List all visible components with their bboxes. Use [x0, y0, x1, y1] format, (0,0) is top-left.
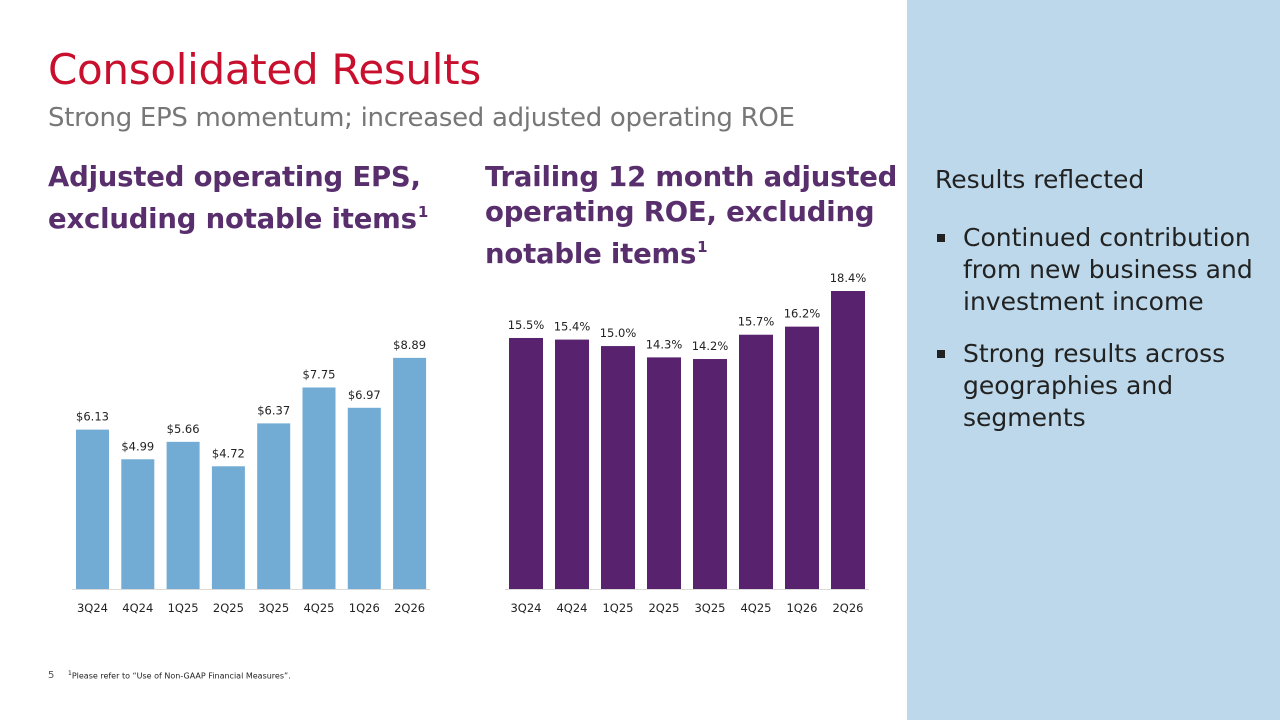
- data-label: $8.89: [393, 338, 426, 352]
- x-tick-label: 3Q24: [77, 601, 108, 615]
- data-label: $7.75: [303, 368, 336, 382]
- bullet-text: Continued contribution from new business…: [963, 223, 1253, 316]
- data-label: $6.37: [257, 403, 290, 417]
- x-tick-label: 4Q25: [303, 601, 334, 615]
- x-tick-label: 1Q26: [349, 601, 380, 615]
- eps-bar-chart: $6.13 3Q24 $4.99 4Q24 $5.66 1Q25 $4.72 2Q25 $6.3…: [72, 338, 431, 615]
- data-label: $6.97: [348, 388, 381, 402]
- page-title: Consolidated Results: [48, 45, 481, 94]
- data-label: $6.13: [76, 410, 109, 424]
- bar: [509, 337, 543, 589]
- x-tick-label: 4Q25: [740, 601, 771, 615]
- roe-heading-text: notable items: [485, 238, 697, 270]
- bar: [302, 387, 336, 589]
- data-label: 14.3%: [646, 337, 683, 351]
- page-subtitle: Strong EPS momentum; increased adjusted …: [48, 103, 795, 133]
- eps-heading-text: excluding notable items: [48, 203, 417, 235]
- bar: [601, 346, 635, 589]
- roe-heading-line: operating ROE, excluding: [485, 196, 875, 228]
- bar: [121, 459, 155, 589]
- bullet-item: Strong results across geographies and se…: [933, 338, 1253, 434]
- bar: [257, 423, 291, 589]
- footnote-marker: 1: [68, 670, 72, 677]
- x-tick-label: 2Q25: [213, 601, 244, 615]
- data-label: 15.0%: [600, 326, 637, 340]
- x-tick-label: 1Q26: [786, 601, 817, 615]
- x-tick-label: 2Q26: [394, 601, 425, 615]
- bar: [211, 466, 245, 589]
- bar: [693, 359, 727, 589]
- x-tick-label: 2Q25: [648, 601, 679, 615]
- roe-heading-line: Trailing 12 month adjusted: [485, 161, 898, 193]
- bullet-item: Continued contribution from new business…: [933, 222, 1253, 318]
- side-panel: [907, 0, 1280, 720]
- side-panel-bullets: Continued contribution from new business…: [933, 222, 1253, 454]
- footnote-text: Please refer to “Use of Non-GAAP Financi…: [71, 671, 291, 681]
- data-label: 18.4%: [830, 271, 867, 285]
- eps-heading-line: Adjusted operating EPS,: [48, 161, 421, 193]
- bar: [347, 407, 381, 589]
- bullet-text: Strong results across geographies and se…: [963, 339, 1226, 432]
- x-tick-label: 1Q25: [602, 601, 633, 615]
- x-tick-label: 4Q24: [122, 601, 153, 615]
- bullet-square-icon: [937, 350, 945, 358]
- x-tick-label: 2Q26: [832, 601, 863, 615]
- x-tick-label: 1Q25: [168, 601, 199, 615]
- data-label: 14.2%: [692, 339, 729, 353]
- bar: [785, 326, 819, 589]
- roe-heading-line: notable items1: [485, 230, 897, 272]
- footnote-ref: 1: [417, 203, 429, 221]
- eps-heading-line: excluding notable items1: [48, 195, 428, 237]
- bullet-square-icon: [937, 234, 945, 242]
- data-label: $5.66: [167, 422, 200, 436]
- footnote: 1Please refer to “Use of Non-GAAP Financ…: [68, 670, 291, 681]
- footnote-ref: 1: [697, 238, 708, 256]
- data-label: $4.99: [121, 439, 154, 453]
- data-label: $4.72: [212, 446, 245, 460]
- data-label: 15.4%: [554, 320, 591, 334]
- x-tick-label: 4Q24: [556, 601, 587, 615]
- data-label: 15.7%: [738, 315, 775, 329]
- side-panel-heading: Results reflected: [935, 165, 1145, 194]
- data-label: 15.5%: [508, 318, 545, 332]
- x-tick-label: 3Q24: [510, 601, 541, 615]
- bar: [166, 441, 200, 589]
- bar: [76, 429, 109, 589]
- bar: [739, 334, 773, 589]
- x-tick-label: 3Q25: [694, 601, 725, 615]
- bar: [647, 357, 681, 589]
- x-tick-label: 3Q25: [258, 601, 289, 615]
- data-label: 16.2%: [784, 307, 821, 321]
- roe-chart-heading: Trailing 12 month adjusted operating ROE…: [485, 160, 897, 272]
- bar: [555, 339, 589, 589]
- eps-chart-heading: Adjusted operating EPS, excluding notabl…: [48, 160, 428, 237]
- bar: [393, 357, 427, 589]
- bar: [831, 291, 865, 589]
- roe-bar-chart: 15.5% 3Q24 15.4% 4Q24 15.0% 1Q25 14.3% 2Q25 14.2…: [505, 271, 869, 615]
- page-number: 5: [48, 670, 55, 681]
